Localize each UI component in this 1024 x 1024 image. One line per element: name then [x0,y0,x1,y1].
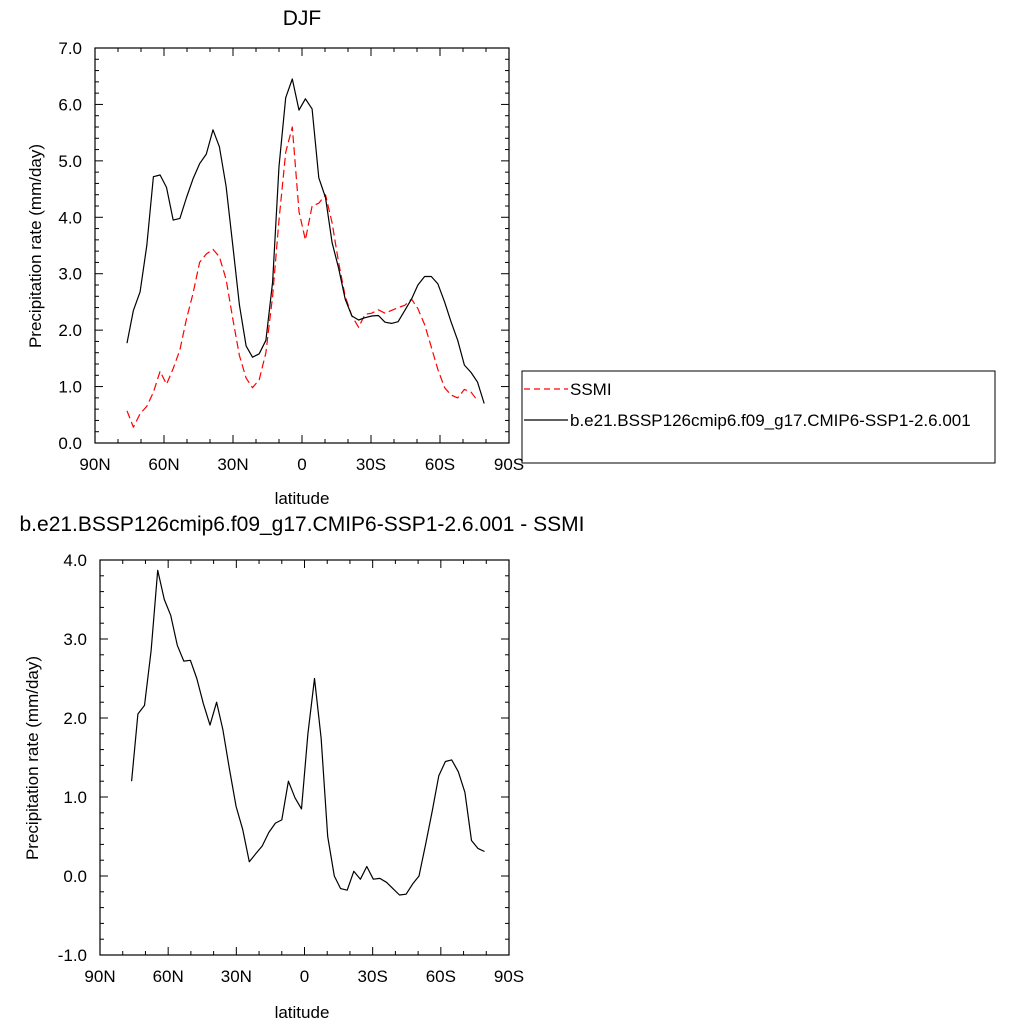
y-tick-label: 4.0 [63,551,87,570]
x-axis-label: latitude [275,489,330,508]
chart-title: b.e21.BSSP126cmip6.f09_g17.CMIP6-SSP1-2.… [20,513,585,536]
y-tick-label: 2.0 [63,709,87,728]
x-tick-label: 60S [425,455,455,474]
plot-frame [94,47,510,444]
y-tick-label: -1.0 [58,946,87,965]
x-axis-label: latitude [275,1003,330,1022]
plot-area [99,559,510,956]
plot-area [94,47,510,444]
x-tick-label: 30N [221,967,252,986]
x-tick-label: 30N [217,455,248,474]
y-tick-label: 5.0 [58,152,82,171]
x-tick-label: 0 [297,455,306,474]
y-tick-label: 6.0 [58,95,82,114]
y-tick-label: 1.0 [63,788,87,807]
chart-djf: DJF latitude Precipitation rate (mm/day)… [26,7,996,508]
plot-frame [99,559,510,956]
series-group [131,569,485,896]
x-tick-label: 90N [84,967,115,986]
y-tick-label: 3.0 [63,630,87,649]
x-tick-label: 90S [494,455,524,474]
y-axis-label: Precipitation rate (mm/day) [26,144,45,348]
x-tick-label: 60N [153,967,184,986]
series-line-model [126,78,485,404]
legend-box [521,370,996,464]
x-tick-label: 30S [358,967,388,986]
chart-title: DJF [283,7,322,30]
y-tick-label: 3.0 [58,265,82,284]
axis-ticks: 90N 60N 30N 0 30S 60S 90S 0.0 1.0 2.0 3.0 4.0 5.0 6.0… [58,39,524,474]
x-tick-label: 30S [356,455,386,474]
series-line-ssmi [126,126,478,428]
legend-label-model: b.e21.BSSP126cmip6.f09_g17.CMIP6-SSP1-2.… [570,411,971,430]
x-tick-label: 90N [79,455,110,474]
x-tick-label: 0 [300,967,309,986]
x-tick-label: 60N [148,455,179,474]
axis-ticks: 90N 60N 30N 0 30S 60S 90S -1.0 0.0 1.0 2.0 3.0 4.0 [58,551,524,986]
y-tick-label: 2.0 [58,321,82,340]
legend: SSMI b.e21.BSSP126cmip6.f09_g17.CMIP6-SS… [521,370,996,464]
chart-difference: b.e21.BSSP126cmip6.f09_g17.CMIP6-SSP1-2.… [20,513,585,1022]
legend-label-ssmi: SSMI [570,380,612,399]
series-line-difference [131,569,485,896]
x-tick-label: 90S [494,967,524,986]
y-tick-label: 0.0 [63,867,87,886]
y-tick-label: 4.0 [58,208,82,227]
x-tick-label: 60S [426,967,456,986]
y-tick-label: 0.0 [58,434,82,453]
y-axis-label: Precipitation rate (mm/day) [23,656,42,860]
series-group [126,78,485,428]
y-tick-label: 1.0 [58,378,82,397]
y-tick-label: 7.0 [58,39,82,58]
